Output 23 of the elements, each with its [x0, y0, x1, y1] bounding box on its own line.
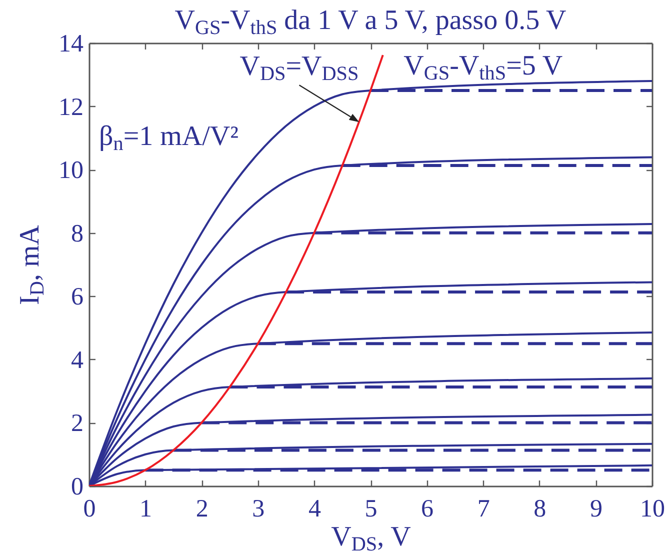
x-tick-label: 3: [252, 496, 265, 522]
y-tick-label: 4: [71, 346, 84, 374]
y-tick-label: 10: [58, 157, 84, 184]
y-tick-label: 14: [58, 30, 84, 58]
x-tick-label: 6: [421, 496, 434, 522]
x-axis-title: V$_{DS}$, V: [331, 522, 411, 556]
x-tick-label: 8: [534, 496, 546, 522]
y-tick-label: 6: [71, 284, 84, 311]
y-tick-label: 2: [71, 410, 84, 438]
annotation: β$_{n}$=1 mA/V²: [99, 121, 239, 156]
x-tick-label: 1: [140, 496, 152, 522]
x-tick-label: 9: [590, 496, 602, 522]
y-tick-label: 0: [71, 474, 84, 500]
x-tick-label: 5: [364, 496, 378, 522]
x-tick-label: 2: [196, 496, 208, 522]
x-tick-label: 4: [308, 496, 322, 522]
annotation: V$_{GS}$-V$_{thS}$=5 V: [404, 50, 563, 84]
y-tick-label: 8: [71, 220, 84, 248]
x-tick-label: 7: [477, 496, 490, 522]
chart-title: V$_{GS}$-V$_{thS}$ da 1 V a 5 V, passo 0.5 V: [174, 5, 566, 40]
annotation: V$_{DS}$=V$_{DSS}$: [240, 51, 359, 86]
x-tick-label: 10: [640, 496, 665, 522]
y-tick-label: 12: [58, 94, 84, 121]
